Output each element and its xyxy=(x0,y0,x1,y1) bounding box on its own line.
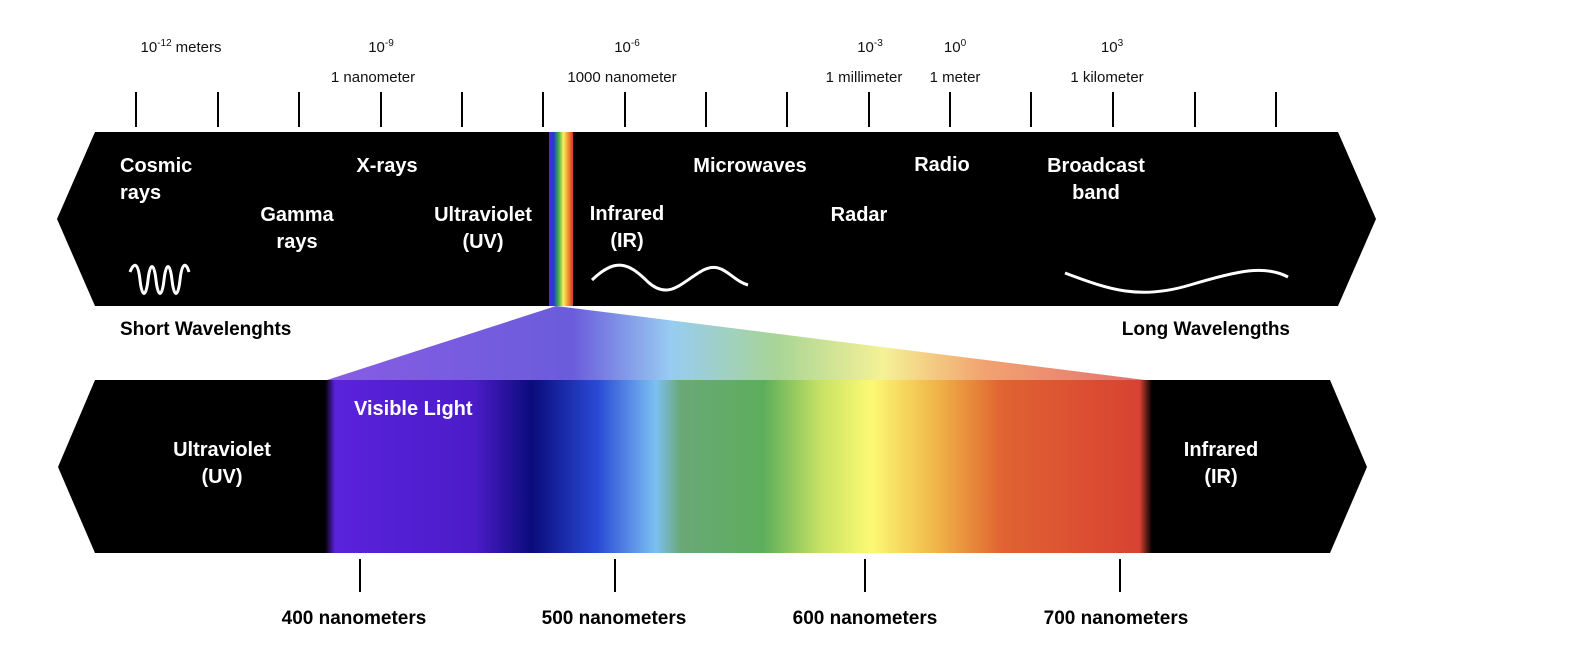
nm-label: 500 nanometers xyxy=(542,608,687,629)
short-wave xyxy=(128,263,191,295)
scale-caption: 1 kilometer xyxy=(1070,69,1143,86)
band-label: Gamma rays xyxy=(260,204,334,253)
power-exponent: -12 xyxy=(157,38,172,49)
visible-fan xyxy=(327,306,1145,380)
band-label-line: band xyxy=(1072,182,1120,204)
band-label: Cosmic rays xyxy=(120,155,192,204)
visible-title: Visible Light xyxy=(354,398,473,420)
power-unit: meters xyxy=(176,39,222,56)
nm-label: 400 nanometers xyxy=(282,608,427,629)
scale-caption: 1000 nanometer xyxy=(567,69,676,86)
band-label-line: Cosmic xyxy=(120,155,192,177)
visible-strip xyxy=(549,132,573,306)
band-label-line: X-rays xyxy=(356,155,417,177)
scale-caption: 1 nanometer xyxy=(331,69,415,86)
scale-caption: 1 meter xyxy=(930,69,981,86)
power-base: 10 xyxy=(141,39,158,56)
visible-gradient xyxy=(325,380,1152,553)
band-label-line: Radio xyxy=(914,154,970,176)
power-base: 10 xyxy=(368,39,385,56)
power-base: 10 xyxy=(944,39,961,56)
band-label-line: Ultraviolet xyxy=(434,204,532,226)
band-label: Microwaves xyxy=(693,155,806,177)
band-label: Broadcast band xyxy=(1047,155,1145,204)
scale-power: 100 xyxy=(944,38,967,56)
scale-power: 103 xyxy=(1101,38,1124,56)
scale-power: 10-9 xyxy=(368,38,394,56)
power-exponent: -9 xyxy=(385,38,394,49)
visible-side-line: Infrared xyxy=(1184,439,1258,461)
nm-label: 600 nanometers xyxy=(793,608,938,629)
medium-wave xyxy=(590,263,749,292)
band-label-line: rays xyxy=(120,182,161,204)
band-label: Radio xyxy=(914,154,970,176)
band-label: Infrared (IR) xyxy=(590,203,664,252)
nm-label: 700 nanometers xyxy=(1044,608,1189,629)
band-label-line: Broadcast xyxy=(1047,155,1145,177)
power-base: 10 xyxy=(857,39,874,56)
visible-side-label: Ultraviolet (UV) xyxy=(173,439,271,488)
power-exponent: -3 xyxy=(874,38,883,49)
spectrum-band xyxy=(57,132,1376,306)
band-label-line: Radar xyxy=(831,204,888,226)
band-label: Radar xyxy=(831,204,888,226)
power-base: 10 xyxy=(1101,39,1118,56)
visible-side-line: (IR) xyxy=(1204,466,1237,488)
band-label-line: Infrared xyxy=(590,203,664,225)
visible-side-line: (UV) xyxy=(201,466,242,488)
short-label: Short Wavelenghts xyxy=(120,319,291,340)
long-wave xyxy=(1064,268,1289,294)
band-label-line: Gamma xyxy=(260,204,334,226)
band-label-line: (UV) xyxy=(462,231,503,253)
power-exponent: 3 xyxy=(1118,38,1124,49)
band-label-line: Microwaves xyxy=(693,155,806,177)
scale-power: 10-3 xyxy=(857,38,883,56)
power-base: 10 xyxy=(614,39,631,56)
scale-caption: 1 millimeter xyxy=(826,69,903,86)
visible-side-line: Ultraviolet xyxy=(173,439,271,461)
band-label: Ultraviolet (UV) xyxy=(434,204,532,253)
power-exponent: -6 xyxy=(631,38,640,49)
band-label-line: (IR) xyxy=(610,230,643,252)
scale-power: 10-6 xyxy=(614,38,640,56)
long-label: Long Wavelengths xyxy=(1122,319,1290,340)
scale-power: 10-12 meters xyxy=(141,38,222,56)
visible-side-label: Infrared (IR) xyxy=(1184,439,1258,488)
band-label-line: rays xyxy=(276,231,317,253)
power-exponent: 0 xyxy=(961,38,967,49)
band-label: X-rays xyxy=(356,155,417,177)
